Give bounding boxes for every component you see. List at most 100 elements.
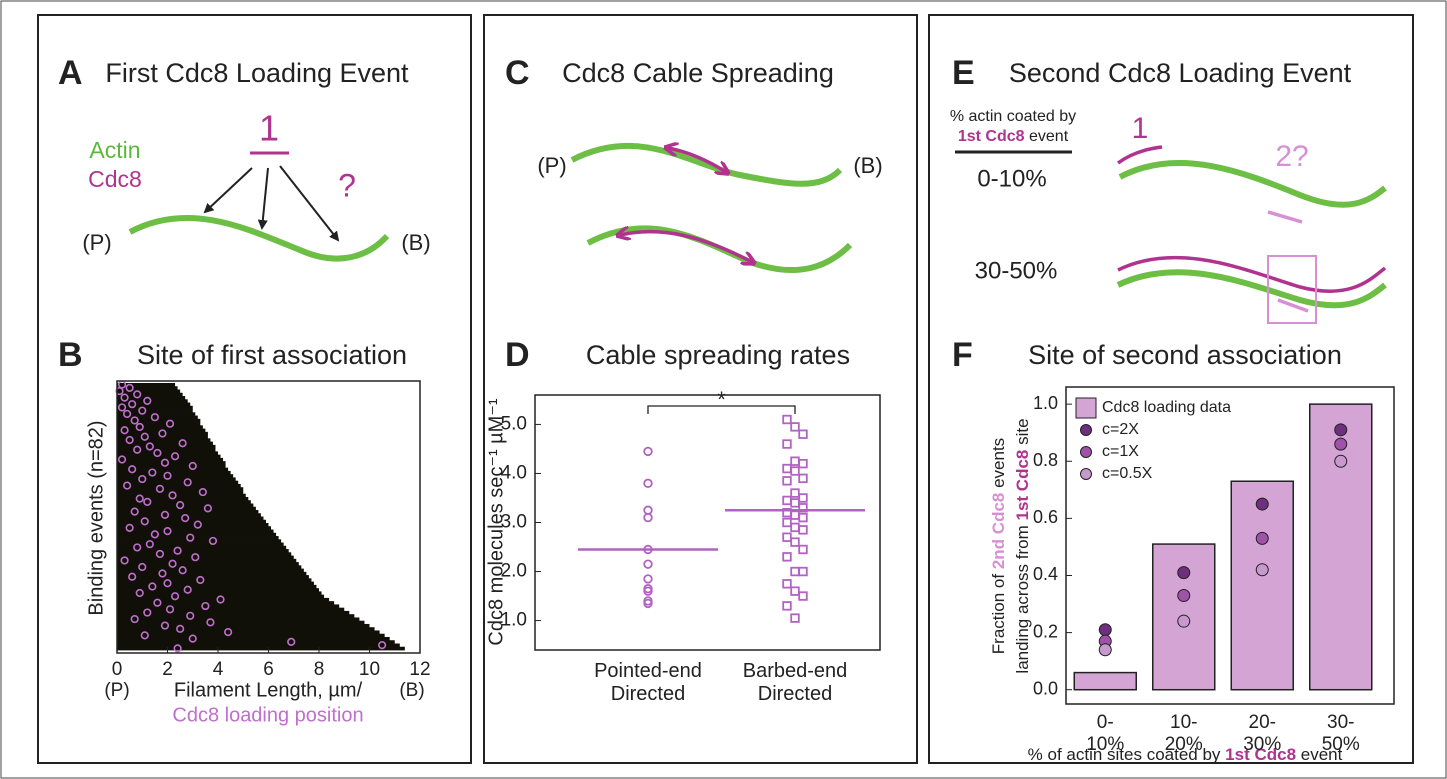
bar xyxy=(117,630,380,634)
bar xyxy=(117,604,339,608)
bar xyxy=(117,624,370,628)
data-point xyxy=(783,602,791,610)
end-label: (P) xyxy=(104,680,129,701)
arrow xyxy=(262,168,268,228)
data-point xyxy=(783,497,791,505)
bar xyxy=(117,455,221,459)
bar xyxy=(117,621,364,625)
y-tick-label: 0.0 xyxy=(1033,678,1058,698)
category-label: 0-10% xyxy=(1081,712,1129,756)
bar xyxy=(117,536,279,540)
x-tick-label: 10 xyxy=(359,659,380,680)
actin-filament xyxy=(1120,163,1385,205)
data-point xyxy=(644,575,652,583)
bar xyxy=(117,582,314,586)
panel-title: Site of first association xyxy=(137,340,407,370)
bar xyxy=(117,490,243,494)
x-tick-label: 4 xyxy=(213,659,224,680)
sim-point xyxy=(1099,624,1111,636)
site-label: 1 xyxy=(259,108,279,149)
bar xyxy=(117,601,334,605)
sim-point xyxy=(1256,498,1268,510)
actin-filament xyxy=(130,218,387,259)
bar xyxy=(117,647,405,651)
bar xyxy=(117,578,311,582)
panel-letter: F xyxy=(952,336,973,374)
bar xyxy=(117,526,271,530)
axis-label: landing across from 1st Cdc8 site xyxy=(1013,418,1032,673)
sim-point xyxy=(1335,455,1347,467)
cdc8-segment xyxy=(1118,147,1162,163)
figure-canvas: A First Cdc8 Loading Event Actin Cdc8 1 … xyxy=(0,0,1447,779)
data-point xyxy=(791,587,799,595)
bar xyxy=(117,588,319,592)
bar xyxy=(117,591,322,595)
data-point xyxy=(799,514,807,522)
y-tick-label: 0.2 xyxy=(1033,621,1058,641)
row-label: 30-50% xyxy=(975,257,1058,284)
data-point xyxy=(644,560,652,568)
sim-point xyxy=(1178,589,1190,601)
bar xyxy=(117,513,261,517)
data-point xyxy=(799,475,807,483)
sim-point xyxy=(1335,438,1347,450)
bar xyxy=(117,503,253,507)
bar xyxy=(117,546,286,550)
data-point xyxy=(783,553,791,561)
data-point xyxy=(783,440,791,448)
cdc8-segment xyxy=(1268,212,1302,222)
sim-point xyxy=(1256,564,1268,576)
panel-title: Cdc8 Cable Spreading xyxy=(562,58,834,88)
label-part: site xyxy=(1013,418,1032,449)
bar xyxy=(117,445,215,449)
bar xyxy=(117,487,243,491)
data-point xyxy=(799,494,807,502)
arrow xyxy=(280,166,338,240)
highlight: 1st Cdc8 xyxy=(958,128,1025,145)
bar xyxy=(117,637,390,641)
header-text: event xyxy=(1025,128,1069,145)
data-point xyxy=(799,526,807,534)
coverage-header: % actin coated by xyxy=(950,108,1076,125)
bar xyxy=(117,611,349,615)
sim-point xyxy=(1335,424,1347,436)
y-axis-label: Binding events (n=82) xyxy=(85,420,107,615)
bar xyxy=(1231,481,1293,689)
bar xyxy=(117,461,226,465)
data-point xyxy=(791,467,799,475)
panel-letter: D xyxy=(505,336,530,374)
barbed-end-label: (B) xyxy=(853,153,882,178)
label-part: 1st Cdc8 xyxy=(1013,450,1032,521)
panel-title: First Cdc8 Loading Event xyxy=(105,58,409,88)
data-point xyxy=(783,580,791,588)
pointed-end-label: (P) xyxy=(537,153,566,178)
y-axis-label: Cdc8 molecules sec⁻¹ µM⁻¹ xyxy=(485,398,507,645)
coverage-header: 1st Cdc8 event xyxy=(958,128,1069,145)
label-part: landing across from xyxy=(1013,520,1032,673)
bar xyxy=(117,608,344,612)
bar xyxy=(117,539,281,543)
legend-label: c=0.5X xyxy=(1102,465,1153,482)
category-label: 10-20% xyxy=(1160,712,1208,756)
bar xyxy=(117,572,306,576)
first-event-label: 1 xyxy=(1132,112,1149,145)
bar xyxy=(117,474,233,478)
x-tick-label: 2 xyxy=(162,659,173,680)
data-point xyxy=(644,448,652,456)
bar xyxy=(117,448,215,452)
legend-label: c=1X xyxy=(1102,443,1139,460)
bar xyxy=(117,468,228,472)
y-tick-label: 0.8 xyxy=(1033,450,1058,470)
bar xyxy=(117,517,263,521)
panel-frame xyxy=(38,15,471,763)
data-point xyxy=(644,479,652,487)
x-axis-label: Cdc8 loading position xyxy=(172,704,363,726)
bar xyxy=(117,406,193,410)
bar xyxy=(117,559,296,563)
data-point xyxy=(799,430,807,438)
cdc8-label: Cdc8 xyxy=(88,166,142,192)
pointed-end-label: (P) xyxy=(82,230,111,255)
bar xyxy=(117,481,238,485)
legend-marker xyxy=(1081,425,1092,436)
y-tick-label: 1.0 xyxy=(1033,393,1058,413)
